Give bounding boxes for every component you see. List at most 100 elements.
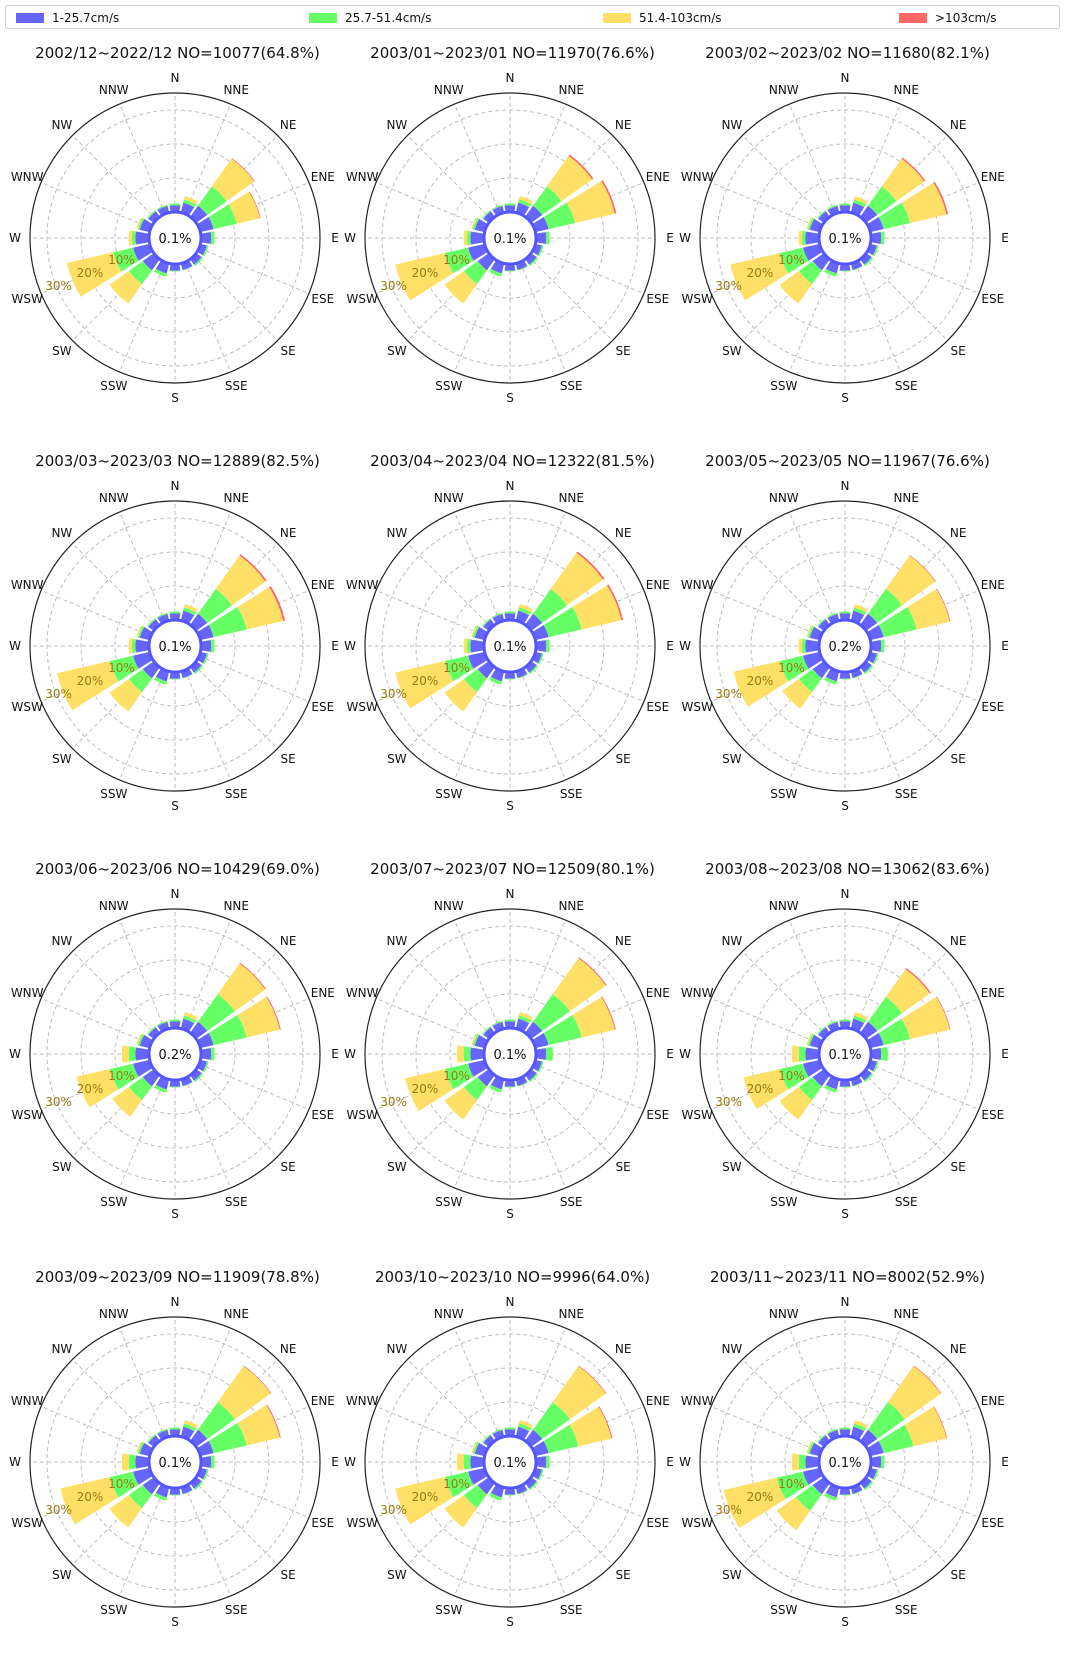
outer-ring xyxy=(364,500,656,792)
wind-bar-segment xyxy=(133,243,153,261)
direction-label: WSW xyxy=(11,1516,42,1530)
wind-bar-segment xyxy=(405,1069,454,1112)
wind-bar-segment xyxy=(133,651,153,669)
wind-bar-segment xyxy=(776,1471,809,1500)
wind-bar-segment xyxy=(839,203,851,206)
wind-bar-segment xyxy=(872,245,879,257)
wind-bar-segment xyxy=(56,661,119,711)
direction-label: SSW xyxy=(100,787,127,801)
direction-label: WSW xyxy=(11,1108,42,1122)
wind-bar-segment xyxy=(880,1046,888,1062)
ring-label: 30% xyxy=(45,1095,72,1109)
wind-bar-segment xyxy=(136,217,143,230)
wind-bar-segment xyxy=(169,1079,181,1087)
direction-label: NNW xyxy=(99,83,129,97)
wind-bar-segment xyxy=(885,555,936,606)
wind-bar-segment xyxy=(210,1047,215,1061)
wind-bar-segment xyxy=(169,1427,181,1430)
wind-bar-segment xyxy=(237,1404,280,1446)
direction-label: SSW xyxy=(435,1195,462,1209)
wind-bar-segment xyxy=(817,618,826,627)
direction-label: ENE xyxy=(646,1394,670,1408)
wind-bar-segment xyxy=(532,1033,549,1049)
grid-spoke xyxy=(533,1063,645,1110)
direction-label: SSE xyxy=(225,379,248,393)
wind-bar-segment xyxy=(444,270,478,304)
wind-bar-segment xyxy=(805,1455,820,1469)
wind-bar-segment xyxy=(872,1469,879,1481)
grid-spoke xyxy=(119,669,166,781)
direction-label: ENE xyxy=(981,578,1005,592)
wind-rose-plot: 0.1% 10% 20% 30% N NNE NE ENE E ESE SE SSE S SSW SW WSW… xyxy=(679,1295,1009,1629)
panel-title: 2003/02~2023/02 NO=11680(82.1%) xyxy=(705,44,990,62)
wind-bar-segment xyxy=(852,265,863,271)
wind-bar-segment xyxy=(796,1484,823,1511)
wind-bar-segment xyxy=(518,196,533,205)
calm-circle xyxy=(817,1026,873,1082)
grid-spoke xyxy=(40,590,152,637)
wind-bar-segment xyxy=(239,554,267,582)
ring-label: 10% xyxy=(108,1069,135,1083)
grid-spoke xyxy=(742,951,827,1036)
direction-label: NNE xyxy=(558,491,584,505)
wind-bar-segment xyxy=(518,607,531,616)
wind-bar-segment xyxy=(463,230,468,246)
wind-bar-segment xyxy=(887,1366,941,1420)
ring-label: 20% xyxy=(77,674,104,688)
direction-label: ENE xyxy=(981,1394,1005,1408)
wind-bar-segment xyxy=(135,1455,150,1469)
grid-spoke xyxy=(72,135,157,220)
wind-bar-segment xyxy=(200,1456,212,1468)
ring-label: 30% xyxy=(715,279,742,293)
wind-bar-segment xyxy=(504,205,516,213)
wind-bar-segment xyxy=(525,1069,537,1081)
wind-bar-segment xyxy=(798,260,823,285)
outer-ring xyxy=(699,92,991,384)
ring-label: 20% xyxy=(412,1490,439,1504)
direction-label: ESE xyxy=(311,700,334,714)
wind-bar-segment xyxy=(504,270,516,272)
direction-label: E xyxy=(1001,1455,1009,1469)
direction-label: NNE xyxy=(893,491,919,505)
calm-circle xyxy=(817,1434,873,1490)
wind-bar-segment xyxy=(543,1014,582,1046)
wind-bar-segment xyxy=(546,155,593,202)
direction-label: NW xyxy=(721,526,742,540)
panel-title: 2003/08~2023/08 NO=13062(83.6%) xyxy=(705,860,990,878)
wind-bar-segment xyxy=(472,1441,480,1454)
wind-bar-segment xyxy=(870,232,882,244)
grid-spoke xyxy=(789,669,836,781)
direction-label: ESE xyxy=(646,1108,669,1122)
wind-bar-segment xyxy=(132,638,136,654)
grid-ring xyxy=(449,993,571,1115)
wind-bar-segment xyxy=(444,1471,474,1498)
wind-bar-segment xyxy=(444,1086,478,1120)
wind-bar-segment xyxy=(183,1015,196,1024)
ring-label: 20% xyxy=(77,266,104,280)
grid-ring xyxy=(750,1367,940,1557)
wind-bar-segment xyxy=(169,678,181,680)
direction-label: NNW xyxy=(434,899,464,913)
wind-bar-segment xyxy=(121,1453,130,1471)
grid-spoke xyxy=(193,1480,278,1565)
wind-bar-segment xyxy=(806,1033,813,1046)
wind-bar-segment xyxy=(468,243,488,261)
direction-label: ESE xyxy=(981,1108,1004,1122)
wind-bar-segment xyxy=(824,268,837,277)
wind-bar-segment xyxy=(532,186,562,216)
wind-bar-segment xyxy=(137,1033,145,1046)
wind-bar-segment xyxy=(470,231,485,245)
grid-spoke xyxy=(854,1077,901,1189)
wind-bar-segment xyxy=(839,1021,851,1029)
wind-bar-segment xyxy=(576,551,605,580)
direction-label: N xyxy=(171,887,180,901)
wind-bar-segment xyxy=(805,1047,820,1061)
wind-bar-segment xyxy=(853,1012,868,1021)
ring-label: 20% xyxy=(747,1490,774,1504)
direction-label: SSE xyxy=(560,787,583,801)
grid-spoke xyxy=(528,1480,613,1565)
wind-bar-segment xyxy=(566,180,615,223)
wind-bar-segment xyxy=(550,552,604,606)
grid-ring xyxy=(114,177,236,299)
wind-bar-segment xyxy=(470,639,485,653)
